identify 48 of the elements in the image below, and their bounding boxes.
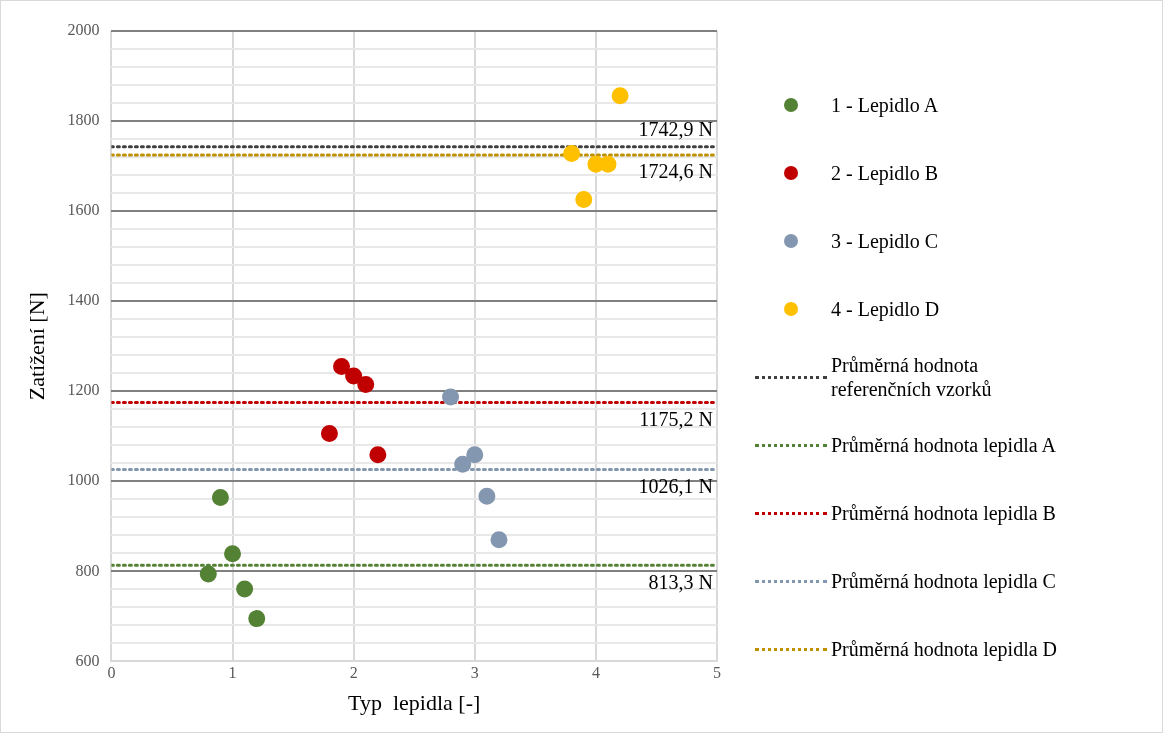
point bbox=[611, 87, 629, 105]
x-tick-label: 4 bbox=[591, 664, 600, 682]
point bbox=[369, 446, 387, 464]
y-tick-label: 1200 bbox=[67, 381, 100, 399]
y-tick-label: 600 bbox=[75, 651, 100, 669]
annotation: 1026,1 N bbox=[638, 474, 713, 497]
point bbox=[333, 357, 351, 375]
annotation: 1742,9 N bbox=[638, 118, 713, 141]
x-tick-label: 2 bbox=[349, 664, 358, 682]
y-axis-title: Zatížení [N] bbox=[23, 292, 49, 401]
y-tick-label: 800 bbox=[75, 561, 100, 579]
point bbox=[199, 565, 217, 583]
y-tick-label: 2000 bbox=[67, 21, 100, 39]
point bbox=[236, 580, 254, 598]
point bbox=[563, 144, 581, 162]
legend-label: Průměrná hodnota referenčních vzorků bbox=[831, 353, 993, 401]
point bbox=[478, 487, 496, 505]
x-tick-label: 5 bbox=[713, 664, 721, 682]
point bbox=[211, 489, 229, 506]
annotation: 1175,2 N bbox=[639, 407, 713, 430]
legend-label: Průměrná hodnota lepidla B bbox=[831, 501, 1057, 525]
point bbox=[345, 367, 363, 385]
y-tick-label: 1400 bbox=[67, 291, 100, 309]
legend-label: Průměrná hodnota lepidla C bbox=[831, 569, 1057, 593]
point bbox=[490, 531, 508, 549]
y-tick-label: 1600 bbox=[67, 201, 100, 219]
point bbox=[442, 388, 460, 406]
annotation: 1724,6 N bbox=[638, 160, 713, 183]
x-tick-label: 1 bbox=[228, 664, 237, 682]
annotation: 813,3 N bbox=[648, 570, 713, 593]
legend-label: 2 - Lepidlo B bbox=[831, 161, 940, 185]
point bbox=[454, 455, 472, 473]
point bbox=[466, 446, 484, 464]
point bbox=[575, 190, 593, 208]
legend-label: 4 - Lepidlo D bbox=[831, 297, 941, 321]
legend-label: Průměrná hodnota lepidla A bbox=[831, 433, 1057, 457]
legend-label: 3 - Lepidlo C bbox=[831, 229, 940, 253]
point bbox=[224, 545, 242, 563]
point bbox=[357, 375, 375, 393]
x-tick-label: 0 bbox=[107, 664, 116, 682]
legend-label: 1 - Lepidlo A bbox=[831, 93, 940, 117]
y-tick-label: 1000 bbox=[67, 471, 100, 489]
x-axis-title: Typ lepidla [-] bbox=[348, 689, 481, 715]
x-tick-label: 3 bbox=[470, 664, 479, 682]
point bbox=[320, 425, 338, 443]
legend-label: Průměrná hodnota lepidla D bbox=[831, 637, 1059, 661]
y-tick-label: 1800 bbox=[67, 111, 100, 129]
point bbox=[248, 610, 266, 628]
